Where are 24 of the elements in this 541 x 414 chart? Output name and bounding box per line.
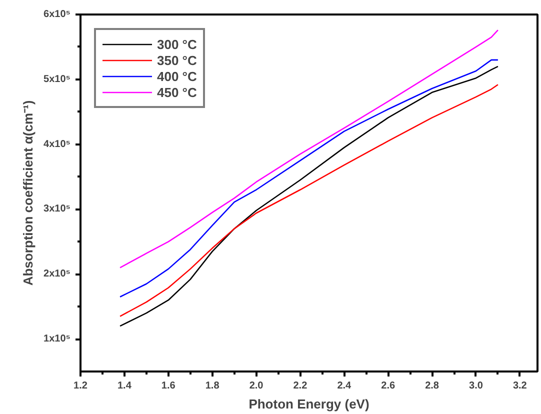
x-tick-label: 2.8 — [425, 380, 440, 392]
x-axis-title: Photon Energy (eV) — [248, 396, 370, 412]
x-tick-label: 3.2 — [512, 380, 528, 392]
x-tick-label: 1.8 — [205, 380, 220, 392]
legend-label: 300 °C — [157, 36, 197, 52]
x-tick-label: 1.2 — [74, 380, 88, 392]
legend-label: 400 °C — [157, 68, 197, 84]
y-tick-label: 4x10⁵ — [44, 138, 71, 150]
x-tick-label: 3.0 — [469, 380, 484, 392]
y-tick-label: 2x10⁵ — [44, 268, 71, 280]
y-tick-label: 6x10⁵ — [44, 9, 71, 20]
legend-label: 450 °C — [157, 84, 197, 100]
x-tick-label: 2.6 — [381, 380, 396, 392]
x-tick-label: 2.4 — [337, 380, 352, 392]
x-tick-label: 2.2 — [293, 380, 308, 392]
y-tick-label: 1x10⁵ — [44, 334, 71, 345]
x-tick-label: 1.4 — [117, 380, 132, 392]
y-tick-label: 5x10⁵ — [44, 74, 71, 85]
legend-label: 350 °C — [157, 52, 197, 68]
x-tick-label: 2.0 — [249, 380, 264, 392]
y-tick-label: 3x10⁵ — [44, 204, 71, 215]
line-series — [119, 29, 499, 268]
x-tick-label: 1.6 — [161, 380, 176, 392]
y-axis-title: Absorption coefficient α(cm⁻¹) — [20, 100, 36, 286]
